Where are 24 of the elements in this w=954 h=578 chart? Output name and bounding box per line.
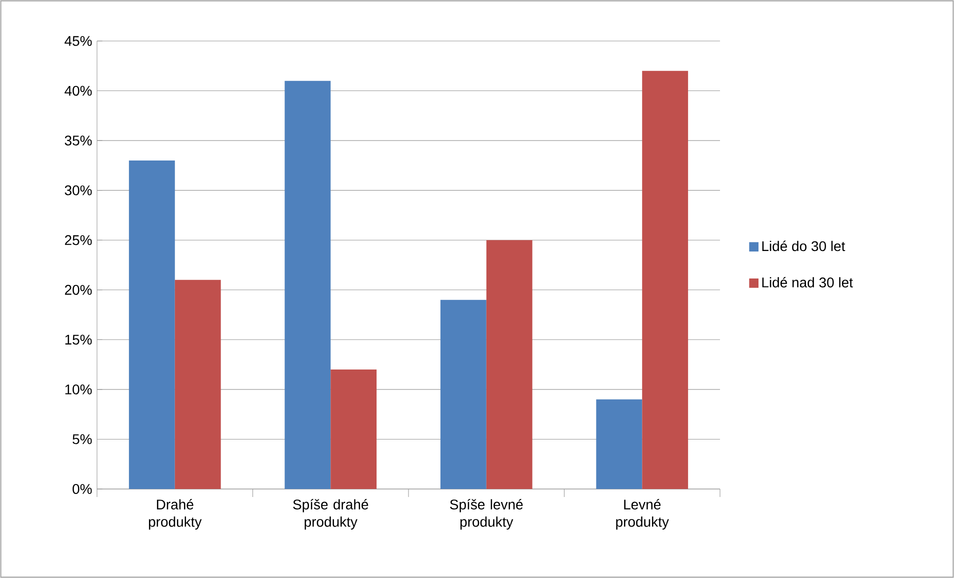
x-tick-label: Spíše levné produkty — [450, 499, 523, 530]
y-tick-label: 10% — [65, 384, 92, 394]
y-tick-label: 30% — [64, 185, 92, 196]
legend-label: Lidé do 30 let — [762, 240, 846, 252]
bar — [128, 160, 175, 489]
bar — [486, 240, 532, 489]
x-tick-label: Drahé produkty — [148, 499, 202, 530]
y-tick-label: 20% — [64, 284, 92, 295]
y-tick-label: 5% — [72, 434, 92, 444]
x-tick-label: Spíše drahé produkty — [293, 499, 368, 530]
y-tick-label: 15% — [65, 334, 92, 345]
y-tick-label: 40% — [64, 86, 92, 96]
x-tick-label: Levné produkty — [616, 499, 669, 530]
bar — [642, 70, 688, 489]
legend-label: Lidé nad 30 let — [762, 276, 853, 288]
y-tick-label: 45% — [64, 36, 92, 46]
y-tick-label: 25% — [64, 235, 92, 246]
y-tick-label: 35% — [64, 136, 92, 146]
y-tick-label: 0% — [72, 484, 92, 494]
bar — [440, 300, 486, 489]
bar — [174, 280, 221, 489]
bar — [330, 370, 377, 489]
bar — [284, 80, 331, 489]
bar — [596, 399, 642, 489]
